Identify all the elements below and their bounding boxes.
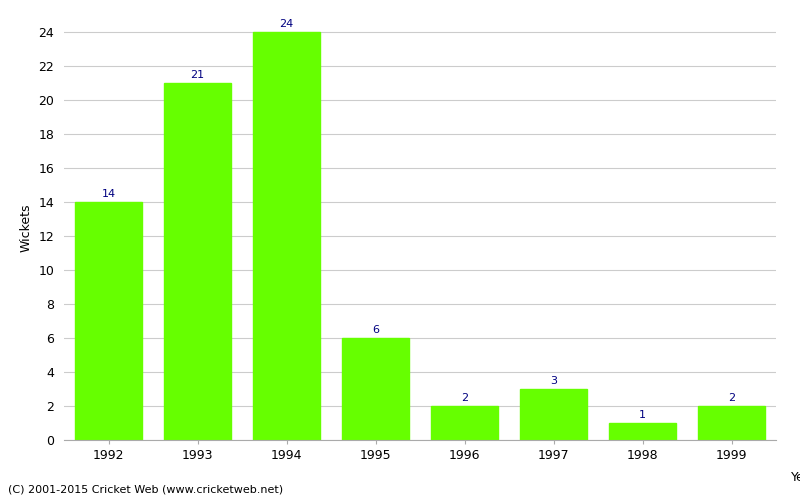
- Text: 2: 2: [461, 392, 468, 402]
- Text: 21: 21: [190, 70, 205, 80]
- Bar: [609, 423, 676, 440]
- Y-axis label: Wickets: Wickets: [20, 203, 33, 252]
- Text: (C) 2001-2015 Cricket Web (www.cricketweb.net): (C) 2001-2015 Cricket Web (www.cricketwe…: [8, 485, 283, 495]
- Bar: [164, 83, 231, 440]
- Text: 14: 14: [102, 188, 115, 198]
- Text: 3: 3: [550, 376, 557, 386]
- Bar: [698, 406, 765, 440]
- Bar: [520, 389, 587, 440]
- Text: 24: 24: [279, 18, 294, 28]
- Bar: [342, 338, 409, 440]
- Bar: [253, 32, 320, 440]
- Text: Year: Year: [791, 470, 800, 484]
- Text: 6: 6: [372, 324, 379, 334]
- Bar: [75, 202, 142, 440]
- Bar: [431, 406, 498, 440]
- Text: 2: 2: [728, 392, 735, 402]
- Text: 1: 1: [639, 410, 646, 420]
